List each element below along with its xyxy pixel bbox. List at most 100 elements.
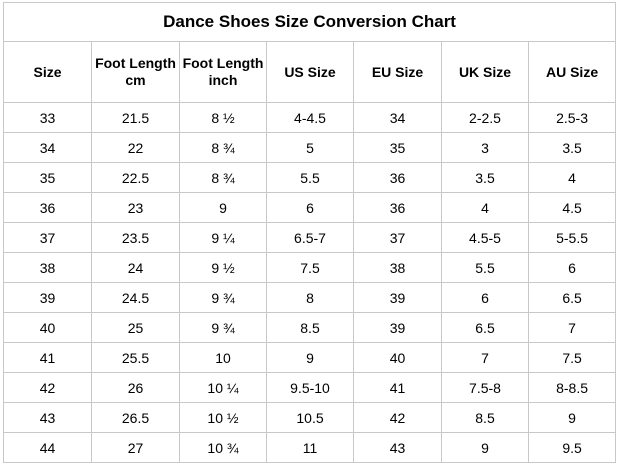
cell-size: 40 (3, 312, 92, 343)
cell-size: 41 (3, 342, 92, 373)
cell-eu-size: 40 (353, 342, 442, 373)
cell-eu-size: 34 (353, 102, 442, 133)
cell-foot-length-cm: 23 (91, 192, 180, 223)
cell-eu-size: 41 (353, 372, 442, 403)
header-row: Size Foot Length cm Foot Length inch US … (3, 41, 617, 103)
cell-foot-length-inch: 8 ¾ (179, 162, 267, 193)
header-us-size: US Size (266, 41, 354, 103)
header-foot-length-cm-unit: cm (125, 72, 146, 88)
table-row: 37 23.5 9 ¼ 6.5-7 37 4.5-5 5-5.5 (3, 222, 617, 253)
cell-uk-size: 6.5 (441, 312, 529, 343)
cell-foot-length-inch: 10 ¼ (179, 372, 267, 403)
table-row: 39 24.5 9 ¾ 8 39 6 6.5 (3, 282, 617, 313)
cell-eu-size: 39 (353, 282, 442, 313)
cell-foot-length-inch: 9 ¾ (179, 312, 267, 343)
header-au-size-label: AU Size (545, 63, 599, 80)
cell-foot-length-cm: 26.5 (91, 402, 180, 433)
cell-size: 36 (3, 192, 92, 223)
cell-size: 44 (3, 432, 92, 463)
cell-us-size: 6.5-7 (266, 222, 354, 253)
table-body: 33 21.5 8 ½ 4-4.5 34 2-2.5 2.5-3 34 22 8… (3, 102, 617, 463)
cell-uk-size: 2-2.5 (441, 102, 529, 133)
cell-au-size: 5-5.5 (527, 222, 617, 253)
cell-au-size: 6.5 (527, 282, 617, 313)
cell-au-size: 4 (527, 162, 617, 193)
header-au-size: AU Size (527, 41, 617, 103)
cell-us-size: 11 (266, 432, 354, 463)
table-row: 44 27 10 ¾ 11 43 9 9.5 (3, 432, 617, 463)
table-row: 41 25.5 10 9 40 7 7.5 (3, 342, 617, 373)
header-foot-length-cm: Foot Length cm (91, 41, 180, 103)
cell-foot-length-cm: 27 (91, 432, 180, 463)
header-eu-size-label: EU Size (371, 63, 424, 80)
cell-uk-size: 4.5-5 (441, 222, 529, 253)
header-foot-length-inch-unit: inch (208, 72, 238, 88)
cell-foot-length-cm: 26 (91, 372, 180, 403)
cell-foot-length-cm: 25.5 (91, 342, 180, 373)
cell-us-size: 4-4.5 (266, 102, 354, 133)
cell-eu-size: 39 (353, 312, 442, 343)
cell-eu-size: 38 (353, 252, 442, 283)
cell-foot-length-inch: 9 ½ (179, 252, 267, 283)
header-eu-size: EU Size (353, 41, 442, 103)
cell-us-size: 9 (266, 342, 354, 373)
cell-us-size: 8.5 (266, 312, 354, 343)
title-row: Dance Shoes Size Conversion Chart (2, 2, 617, 42)
header-foot-length-cm-label: Foot Length (95, 55, 176, 71)
cell-size: 39 (3, 282, 92, 313)
cell-size: 38 (3, 252, 92, 283)
cell-size: 35 (3, 162, 92, 193)
cell-foot-length-cm: 24.5 (91, 282, 180, 313)
cell-foot-length-inch: 9 ¾ (179, 282, 267, 313)
table-row: 35 22.5 8 ¾ 5.5 36 3.5 4 (3, 162, 617, 193)
cell-foot-length-cm: 22.5 (91, 162, 180, 193)
cell-us-size: 6 (266, 192, 354, 223)
cell-foot-length-inch: 10 ¾ (179, 432, 267, 463)
header-size-label: Size (33, 63, 62, 80)
header-uk-size-label: UK Size (458, 63, 512, 80)
table-row: 34 22 8 ¾ 5 35 3 3.5 (3, 132, 617, 163)
cell-size: 33 (3, 102, 92, 133)
header-size: Size (3, 41, 92, 103)
table-row: 42 26 10 ¼ 9.5-10 41 7.5-8 8-8.5 (3, 372, 617, 403)
table-row: 33 21.5 8 ½ 4-4.5 34 2-2.5 2.5-3 (3, 102, 617, 133)
cell-us-size: 10.5 (266, 402, 354, 433)
cell-eu-size: 43 (353, 432, 442, 463)
cell-au-size: 4.5 (527, 192, 617, 223)
cell-size: 34 (3, 132, 92, 163)
cell-uk-size: 7 (441, 342, 529, 373)
cell-au-size: 2.5-3 (527, 102, 617, 133)
table-title: Dance Shoes Size Conversion Chart (2, 2, 617, 42)
table-row: 38 24 9 ½ 7.5 38 5.5 6 (3, 252, 617, 283)
cell-au-size: 8-8.5 (527, 372, 617, 403)
cell-foot-length-inch: 10 (179, 342, 267, 373)
cell-uk-size: 3.5 (441, 162, 529, 193)
cell-uk-size: 9 (441, 432, 529, 463)
cell-foot-length-cm: 25 (91, 312, 180, 343)
cell-foot-length-inch: 9 ¼ (179, 222, 267, 253)
cell-foot-length-cm: 23.5 (91, 222, 180, 253)
cell-foot-length-inch: 8 ½ (179, 102, 267, 133)
cell-au-size: 3.5 (527, 132, 617, 163)
cell-eu-size: 36 (353, 192, 442, 223)
cell-eu-size: 42 (353, 402, 442, 433)
header-us-size-label: US Size (284, 63, 336, 80)
cell-au-size: 7.5 (527, 342, 617, 373)
cell-au-size: 7 (527, 312, 617, 343)
cell-us-size: 8 (266, 282, 354, 313)
header-foot-length-inch-label: Foot Length (182, 55, 264, 71)
cell-au-size: 9 (527, 402, 617, 433)
cell-us-size: 5 (266, 132, 354, 163)
cell-us-size: 9.5-10 (266, 372, 354, 403)
cell-au-size: 6 (527, 252, 617, 283)
cell-foot-length-inch: 10 ½ (179, 402, 267, 433)
cell-uk-size: 5.5 (441, 252, 529, 283)
cell-us-size: 5.5 (266, 162, 354, 193)
cell-uk-size: 4 (441, 192, 529, 223)
cell-uk-size: 8.5 (441, 402, 529, 433)
cell-uk-size: 7.5-8 (441, 372, 529, 403)
cell-eu-size: 35 (353, 132, 442, 163)
cell-foot-length-inch: 9 (179, 192, 267, 223)
cell-size: 43 (3, 402, 92, 433)
table-row: 43 26.5 10 ½ 10.5 42 8.5 9 (3, 402, 617, 433)
